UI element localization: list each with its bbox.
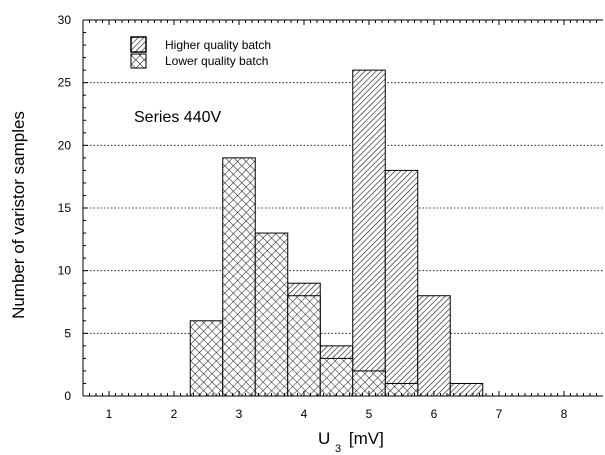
x-axis-title-main: U xyxy=(318,429,330,448)
bar-higher-quality xyxy=(352,69,386,397)
x-tick-label-2: 2 xyxy=(171,407,178,421)
x-tick-label-8: 8 xyxy=(561,407,568,421)
x-tick-label-6: 6 xyxy=(431,407,438,421)
bar-lower-quality xyxy=(189,320,224,397)
legend-label-higher-quality: Higher quality batch xyxy=(165,38,271,52)
bar-lower-quality xyxy=(222,157,256,397)
y-tick-label-5: 5 xyxy=(64,326,71,340)
legend: Higher quality batch Lower quality batch xyxy=(130,36,271,69)
bar-lower-quality xyxy=(319,357,354,397)
y-tick-label-15: 15 xyxy=(58,201,72,215)
legend-label-lower-quality: Lower quality batch xyxy=(165,54,268,68)
bar-lower-quality xyxy=(287,295,321,397)
x-tick-labels: 1 2 3 4 5 6 7 8 xyxy=(106,407,568,421)
y-tick-labels: 0 5 10 15 20 25 30 xyxy=(58,13,72,403)
x-axis-title-subscript: 3 xyxy=(335,443,341,455)
bar-higher-quality xyxy=(417,295,451,397)
y-tick-label-10: 10 xyxy=(58,264,72,278)
y-axis-title: Number of varistor samples xyxy=(9,111,28,319)
gridlines xyxy=(83,82,603,334)
y-tick-label-0: 0 xyxy=(64,389,71,403)
lower-quality-bars xyxy=(189,157,419,397)
bar-lower-quality xyxy=(254,232,289,397)
x-tick-label-7: 7 xyxy=(496,407,503,421)
x-axis-title-unit: [mV] xyxy=(349,429,384,448)
legend-swatch-lower-quality xyxy=(130,53,147,69)
x-tick-label-3: 3 xyxy=(236,407,243,421)
series-annotation: Series 440V xyxy=(134,109,221,126)
higher-quality-bars xyxy=(287,69,484,397)
y-tick-label-25: 25 xyxy=(58,76,72,90)
bar-higher-quality xyxy=(384,169,419,397)
y-tick-label-30: 30 xyxy=(58,13,72,27)
x-tick-label-4: 4 xyxy=(301,407,308,421)
axis-ticks xyxy=(82,19,597,397)
x-tick-label-5: 5 xyxy=(366,407,373,421)
legend-swatch-higher-quality xyxy=(130,36,147,53)
y-tick-label-20: 20 xyxy=(58,138,72,152)
x-axis-title: U 3 [mV] xyxy=(318,429,384,455)
x-tick-label-1: 1 xyxy=(106,407,113,421)
